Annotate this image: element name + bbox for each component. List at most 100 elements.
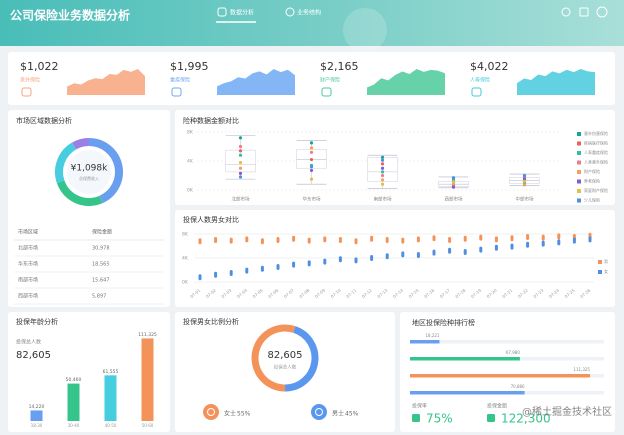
tab[interactable]: 数据分析 xyxy=(230,9,254,17)
legend-swatch xyxy=(577,151,581,155)
legend-swatch xyxy=(577,198,581,203)
table-cell: 15,647 xyxy=(92,278,110,284)
panel xyxy=(8,312,170,432)
center-sub: 投保总人数 xyxy=(274,364,297,371)
message-icon[interactable] xyxy=(579,7,589,17)
bar xyxy=(67,383,80,421)
value-label: 111,325 xyxy=(138,332,157,338)
x-tick-label: 07-05 xyxy=(252,287,264,299)
point xyxy=(494,244,498,251)
legend-label: 女士 xyxy=(224,410,236,418)
panel-title: 市场区域数据分析 xyxy=(16,116,72,125)
point xyxy=(354,257,358,264)
y-tick-label: 0K xyxy=(182,280,189,286)
value-label: 70,880 xyxy=(511,384,525,389)
y-tick-label: 8K xyxy=(182,232,189,238)
center-sub: 总保费收入 xyxy=(79,175,99,181)
legend-label: 男士 xyxy=(332,410,344,418)
point xyxy=(522,183,527,187)
panel-title: 险种数据金额对比 xyxy=(183,116,239,125)
bar xyxy=(410,357,520,361)
notification-icon[interactable] xyxy=(561,7,571,17)
point xyxy=(245,236,249,243)
donut-segment xyxy=(88,138,123,204)
legend-icon-inner xyxy=(315,408,323,416)
point xyxy=(260,265,264,272)
legend-label: 家庭财产保险 xyxy=(584,187,608,193)
point xyxy=(557,239,561,246)
y-tick-label: 4K xyxy=(182,256,189,262)
legend-label: 人寿重疾保险 xyxy=(584,149,608,155)
value-label: 61,555 xyxy=(103,369,119,375)
legend-swatch xyxy=(577,170,581,174)
table-header: 市场区域 xyxy=(18,229,38,236)
sparkline xyxy=(217,69,295,95)
tab-icon xyxy=(285,7,295,17)
x-tick-label: 07-25 xyxy=(564,287,576,299)
x-tick-label: 07-03 xyxy=(220,287,232,299)
point xyxy=(370,235,374,242)
donut-segment xyxy=(284,326,319,392)
point xyxy=(380,173,385,178)
point xyxy=(307,260,311,267)
point xyxy=(385,253,389,260)
point xyxy=(307,237,311,244)
stat-label: 投保金额 xyxy=(487,403,507,410)
sparkline xyxy=(517,69,595,95)
x-tick-label: 18-30 xyxy=(31,423,43,428)
legend-swatch xyxy=(577,179,581,184)
legend-swatch xyxy=(577,160,581,165)
point xyxy=(451,180,456,184)
point xyxy=(522,179,527,183)
x-tick-label: 07-18 xyxy=(454,287,466,299)
donut-segment xyxy=(72,138,90,150)
point xyxy=(479,234,483,241)
value-label: 14,220 xyxy=(29,404,45,410)
legend-icon xyxy=(203,404,219,420)
x-tick-label: 07-14 xyxy=(392,287,404,299)
user-icon[interactable] xyxy=(596,6,608,18)
point xyxy=(380,166,385,170)
x-tick-label: 07-24 xyxy=(548,287,560,299)
x-tick-label: 07-09 xyxy=(314,287,326,299)
x-tick-label: 07-01 xyxy=(189,287,201,299)
point xyxy=(541,234,545,241)
tab[interactable]: 业务结构 xyxy=(297,9,321,17)
legend-swatch xyxy=(577,189,581,193)
point xyxy=(214,271,218,278)
point xyxy=(380,170,385,174)
point xyxy=(416,236,420,243)
table-cell: 南部市场 xyxy=(18,277,38,284)
legend-label: 养老保险 xyxy=(584,178,600,184)
point xyxy=(198,238,202,245)
x-tick-label: 07-04 xyxy=(236,287,248,299)
point xyxy=(238,153,243,157)
sparkline xyxy=(367,69,445,95)
point xyxy=(463,249,467,255)
point xyxy=(245,267,249,274)
point xyxy=(463,235,467,242)
point xyxy=(309,165,314,169)
x-tick-label: 华东市场 xyxy=(303,196,321,203)
header-decoration xyxy=(343,8,387,52)
point xyxy=(510,243,514,250)
x-tick-label: 30-40 xyxy=(68,423,80,428)
panel-title: 投保人数男女对比 xyxy=(183,215,239,224)
point xyxy=(238,175,243,179)
table-cell: 5,897 xyxy=(92,294,106,300)
legend-swatch xyxy=(577,132,581,136)
x-tick-label: 07-26 xyxy=(579,287,591,299)
point xyxy=(238,160,243,165)
stat-icon xyxy=(412,414,420,422)
kpi-label: 财产保险 xyxy=(320,77,340,84)
x-tick-label: 07-19 xyxy=(470,287,482,299)
x-tick-label: 07-07 xyxy=(283,287,295,299)
point xyxy=(479,246,483,253)
y-tick-label: 4K xyxy=(187,159,194,165)
x-tick-label: 07-22 xyxy=(517,287,529,299)
point xyxy=(214,237,218,243)
kpi-label: 重疾保险 xyxy=(170,77,190,84)
point xyxy=(416,252,420,258)
stat-icon xyxy=(487,414,495,422)
kpi-icon xyxy=(321,87,332,97)
